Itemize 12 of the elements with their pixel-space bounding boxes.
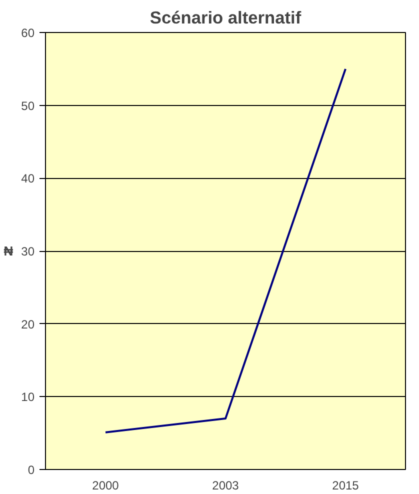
y-tick-label: 40 [21,172,35,186]
y-tick-label: 20 [21,317,35,332]
y-tick-label: 30 [21,244,35,258]
x-tick-label: 2015 [332,478,360,492]
x-tick-label: 2000 [92,478,120,492]
chart-title: Scénario alternatif [150,8,302,28]
y-tick-label: 10 [21,390,35,404]
y-axis-title: ₦ [4,244,14,258]
y-tick-label: 50 [21,98,35,113]
y-tick-label: 0 [28,463,35,477]
y-tick-label: 60 [21,26,35,40]
x-tick-label: 2003 [212,478,240,492]
